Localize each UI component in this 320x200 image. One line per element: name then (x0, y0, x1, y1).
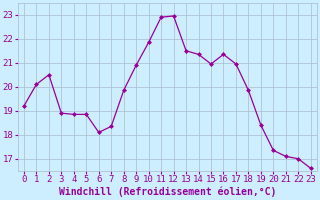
X-axis label: Windchill (Refroidissement éolien,°C): Windchill (Refroidissement éolien,°C) (59, 187, 276, 197)
